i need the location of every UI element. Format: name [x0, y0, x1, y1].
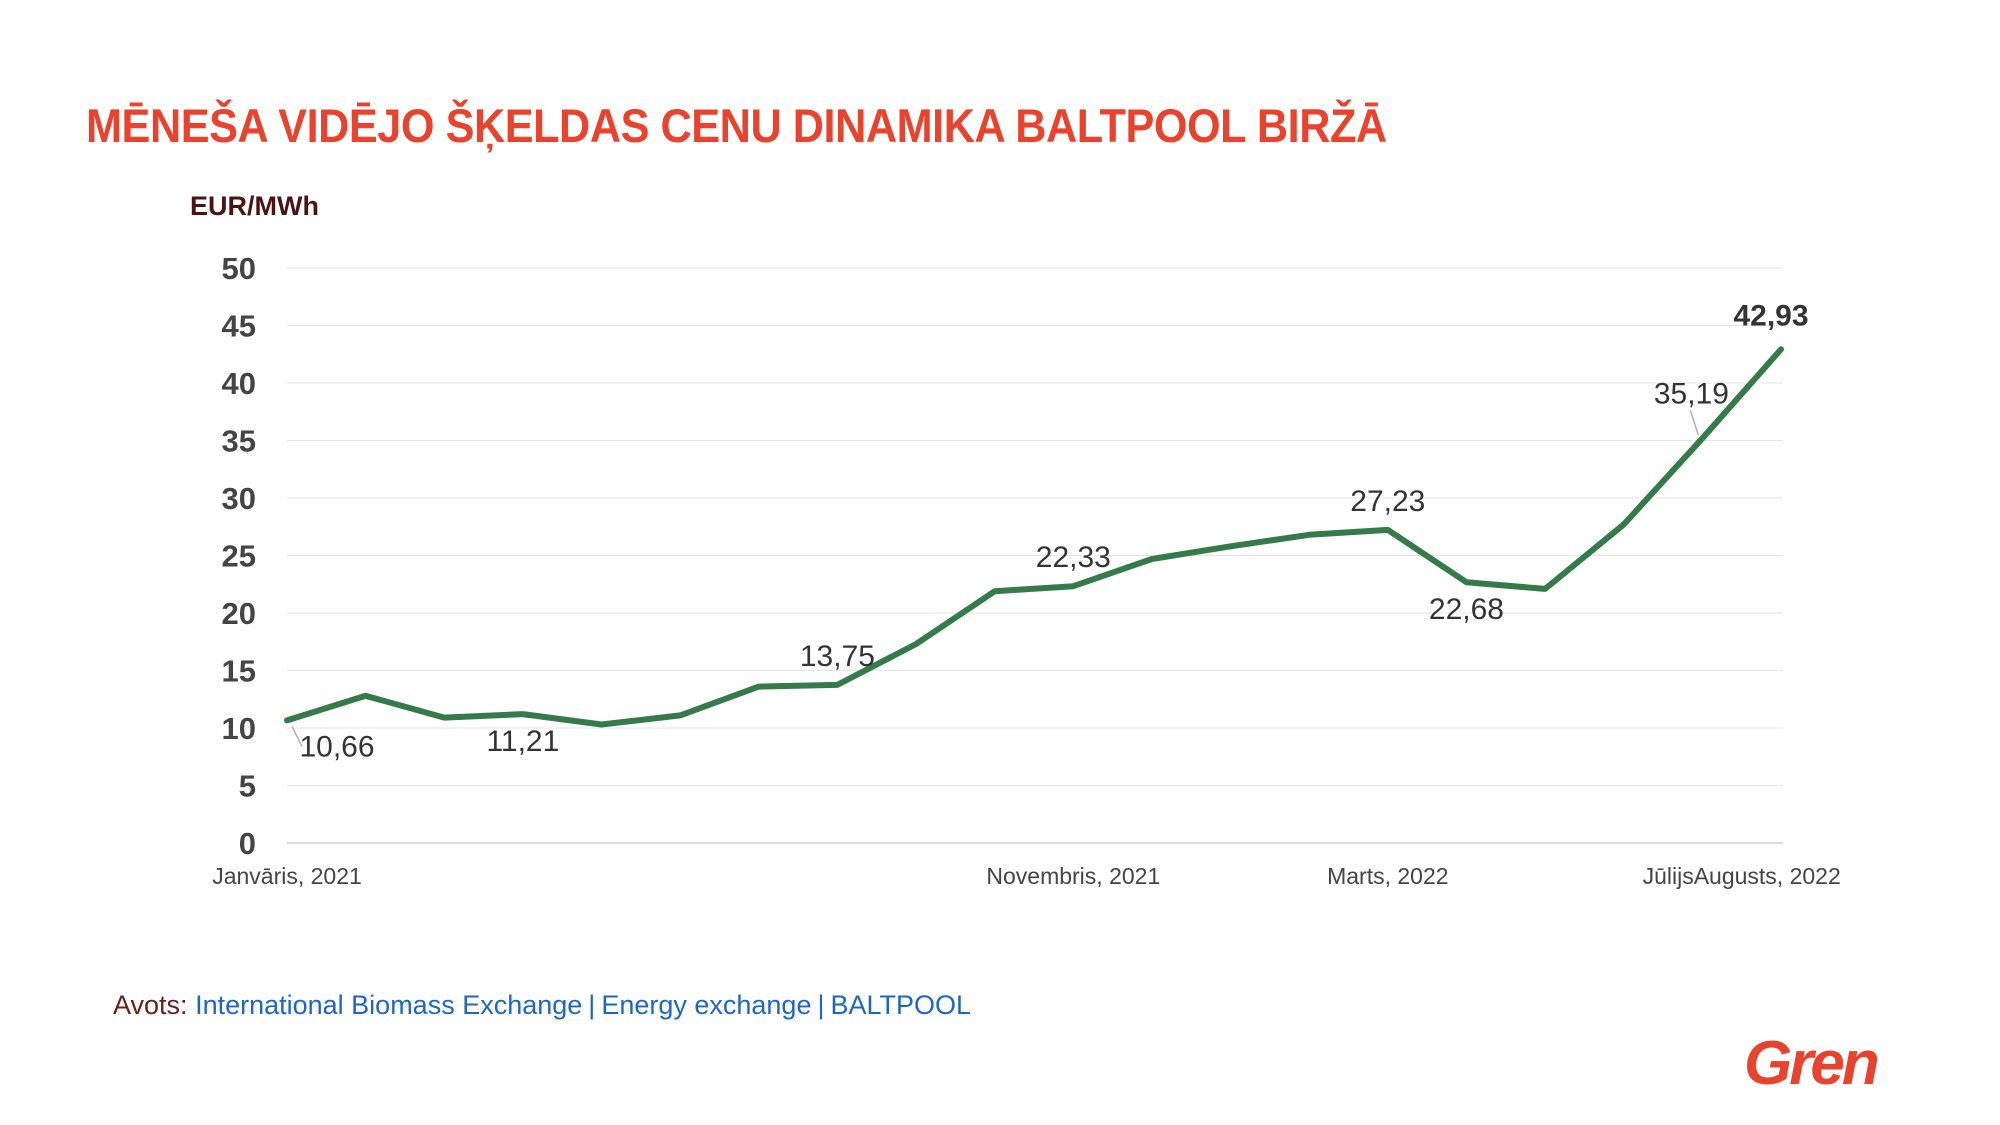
y-tick-label: 30 [222, 481, 256, 516]
data-label: 42,93 [1733, 299, 1808, 332]
series-line-layer [284, 346, 1784, 728]
gridlines [287, 267, 1783, 844]
y-tick-label: 10 [222, 711, 256, 746]
gren-logo: Gren [1744, 1030, 1881, 1098]
source-link-biomass-exchange[interactable]: International Biomass Exchange [195, 990, 583, 1020]
source-link-energy-exchange[interactable]: Energy exchange [601, 990, 812, 1020]
y-tick-label: 20 [222, 596, 256, 631]
y-tick-label: 15 [222, 654, 256, 689]
y-tick-label: 5 [239, 769, 256, 804]
source-link-baltpool[interactable]: BALTPOOL [830, 990, 972, 1020]
x-tick-label: Janvāris, 2021 [212, 863, 362, 889]
data-label: 22,68 [1429, 593, 1504, 626]
y-tick-label: 50 [222, 251, 256, 286]
x-tick-label: JūlijsAugusts, 2022 [1643, 863, 1841, 889]
data-label: 22,33 [1036, 541, 1111, 574]
data-labels: 10,66 11,21 13,75 22,33 27,23 22,68 35,19 42,93 [299, 299, 1808, 763]
y-tick-label: 0 [239, 826, 256, 861]
y-tick-label: 45 [222, 309, 256, 344]
label-leader-line [291, 726, 303, 747]
x-tick-label: Novembris, 2021 [986, 863, 1160, 889]
y-tick-label: 25 [222, 539, 256, 574]
data-label: 10,66 [299, 730, 374, 763]
y-tick-label: 35 [222, 424, 256, 459]
chart-title: MĒNEŠA VIDĒJO ŠĶELDAS CENU DINAMIKA BALT… [86, 99, 1387, 152]
source-label: Avots: [113, 990, 188, 1020]
label-leader-line [1689, 410, 1700, 436]
source-note: Avots: International Biomass Exchange | En… [113, 990, 971, 1021]
label-leader-lines [291, 410, 1700, 747]
y-axis-label: EUR/MWh [190, 191, 319, 221]
data-label: 13,75 [800, 640, 875, 673]
x-tick-labels: Janvāris, 2021 Novembris, 2021 Marts, 2022… [212, 863, 1841, 889]
series-line [284, 346, 1784, 728]
logo-text: Gren [1744, 1030, 1878, 1098]
line-chart: EUR/MWh 0 5 10 15 20 25 30 35 40 45 50 Janvāris, 2… [190, 191, 1841, 889]
source-separator: | [588, 990, 596, 1020]
y-tick-labels: 0 5 10 15 20 25 30 35 40 45 50 [222, 251, 256, 861]
source-separator: | [817, 990, 825, 1020]
x-tick-label: Marts, 2022 [1327, 863, 1448, 889]
data-label: 27,23 [1350, 485, 1425, 518]
data-label: 35,19 [1654, 377, 1729, 410]
data-label: 11,21 [486, 725, 559, 758]
y-tick-label: 40 [222, 366, 256, 401]
